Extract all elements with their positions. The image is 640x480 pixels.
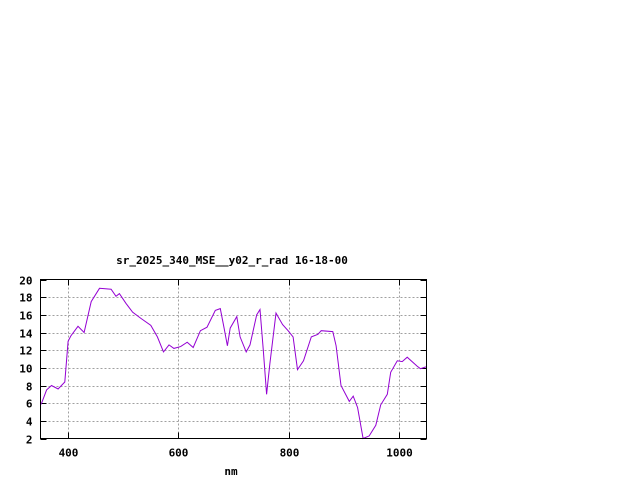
x-tick-label: 1000 bbox=[386, 447, 413, 460]
chart-title: sr_2025_340_MSE__y02_r_rad 16-18-00 bbox=[116, 254, 348, 267]
grid bbox=[40, 279, 427, 439]
y-tick-label: 12 bbox=[19, 345, 32, 358]
x-tick-label: 800 bbox=[280, 447, 300, 460]
x-tick-label: 400 bbox=[59, 447, 79, 460]
x-tick-label: 600 bbox=[169, 447, 189, 460]
y-tick-label: 14 bbox=[19, 328, 33, 341]
plot-frame bbox=[40, 279, 427, 439]
y-tick-label: 10 bbox=[19, 363, 32, 376]
y-tick-label: 6 bbox=[26, 398, 33, 411]
x-axis-label: nm bbox=[224, 465, 238, 478]
series-line bbox=[40, 287, 427, 440]
y-tick-label: 20 bbox=[19, 275, 32, 288]
y-tick-label: 8 bbox=[26, 381, 33, 394]
y-tick-label: 18 bbox=[19, 292, 32, 305]
ticks: 400 600 800 1000 2 4 6 8 10 12 14 16 18 20 bbox=[19, 275, 427, 460]
y-tick-label: 16 bbox=[19, 310, 33, 323]
y-tick-label: 4 bbox=[26, 416, 33, 429]
y-tick-label: 2 bbox=[26, 434, 33, 447]
